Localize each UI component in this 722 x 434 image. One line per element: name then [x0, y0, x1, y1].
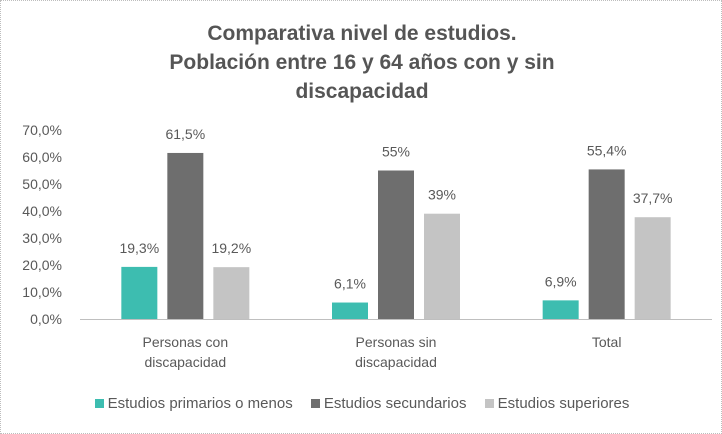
data-label: 39% — [428, 187, 456, 203]
y-tick-label: 10,0% — [22, 284, 62, 300]
y-tick-label: 30,0% — [22, 230, 62, 246]
chart-title-line-2: Población entre 16 y 64 años con y sin — [169, 51, 555, 74]
x-category-label: Personas sin — [356, 334, 437, 350]
chart-title-line-3: discapacidad — [295, 80, 429, 103]
legend-item-secundarios: Estudios secundarios — [310, 395, 467, 412]
legend-item-primarios: Estudios primarios o menos — [94, 395, 293, 412]
x-category-label: discapacidad — [355, 354, 437, 370]
data-label: 19,3% — [119, 240, 159, 256]
data-label: 37,7% — [633, 190, 673, 206]
legend-label-secundarios: Estudios secundarios — [323, 395, 467, 412]
y-tick-label: 50,0% — [22, 176, 62, 192]
data-label: 19,2% — [211, 240, 251, 256]
legend-label-superiores: Estudios superiores — [497, 395, 630, 412]
bar-0-0 — [121, 266, 158, 319]
legend-swatch-primarios — [94, 399, 104, 408]
bar-2-2 — [634, 217, 671, 319]
y-tick-label: 0,0% — [30, 311, 62, 327]
legend-item-superiores: Estudios superiores — [484, 395, 630, 412]
x-category-label: Total — [592, 334, 622, 350]
x-category-label: discapacidad — [144, 354, 226, 370]
data-label: 55,4% — [587, 142, 627, 158]
y-tick-label: 60,0% — [22, 149, 62, 165]
legend-swatch-superiores — [484, 399, 494, 408]
chart-title-line-1: Comparativa nivel de estudios. — [207, 22, 517, 45]
data-label: 6,9% — [545, 273, 577, 289]
y-tick-label: 70,0% — [22, 122, 62, 138]
data-label: 55% — [382, 144, 410, 160]
chart-legend: Estudios primarios o menos Estudios secu… — [1, 395, 722, 412]
legend-swatch-secundarios — [310, 399, 320, 408]
bar-1-2 — [588, 169, 625, 319]
data-label: 6,1% — [334, 276, 366, 292]
bar-1-1 — [378, 170, 414, 319]
bar-2-1 — [424, 213, 460, 319]
bar-1-0 — [167, 152, 204, 319]
bar-0-1 — [332, 302, 368, 319]
chart-title: Comparativa nivel de estudios. Población… — [1, 19, 722, 106]
legend-label-primarios: Estudios primarios o menos — [107, 395, 293, 412]
x-category-label: Personas con — [143, 334, 229, 350]
bar-2-0 — [213, 267, 250, 319]
data-label: 61,5% — [165, 126, 205, 142]
bar-0-2 — [542, 300, 579, 319]
y-tick-label: 40,0% — [22, 203, 62, 219]
y-tick-label: 20,0% — [22, 257, 62, 273]
